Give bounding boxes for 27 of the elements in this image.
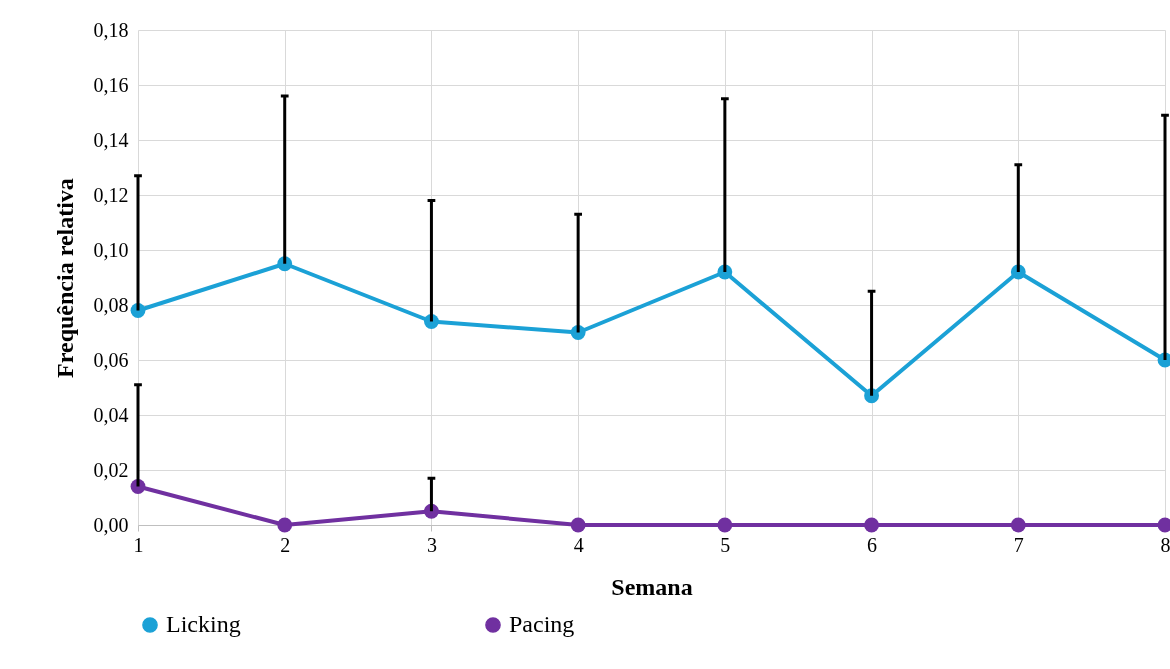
y-tick-label: 0,04 [93,403,129,426]
x-tick-label: 3 [426,533,437,556]
point [864,517,879,533]
legend-label: Licking [166,611,241,637]
y-tick-label: 0,08 [93,293,129,316]
x-tick-label: 7 [1013,533,1024,556]
x-tick-label: 1 [133,533,144,556]
point [717,517,733,533]
x-tick-label: 4 [573,533,584,556]
x-axis-title: Semana [611,573,693,600]
y-tick-label: 0,12 [93,183,129,206]
x-tick-label: 6 [867,533,878,556]
y-tick-label: 0,18 [93,18,129,41]
y-tick-label: 0,10 [93,238,129,261]
y-tick-label: 0,06 [93,348,129,371]
point [1010,517,1026,533]
x-tick-label: 8 [1160,533,1170,556]
x-tick-label: 2 [280,533,291,556]
point [277,517,293,533]
y-tick-label: 0,14 [93,128,129,151]
y-axis-title: Frequência relativa [51,178,78,378]
point [570,517,586,533]
y-tick-label: 0,16 [93,73,129,96]
x-tick-label: 5 [720,533,731,556]
y-tick-label: 0,02 [93,458,129,481]
legend-label: Pacing [509,611,575,637]
y-tick-label: 0,00 [93,513,129,536]
